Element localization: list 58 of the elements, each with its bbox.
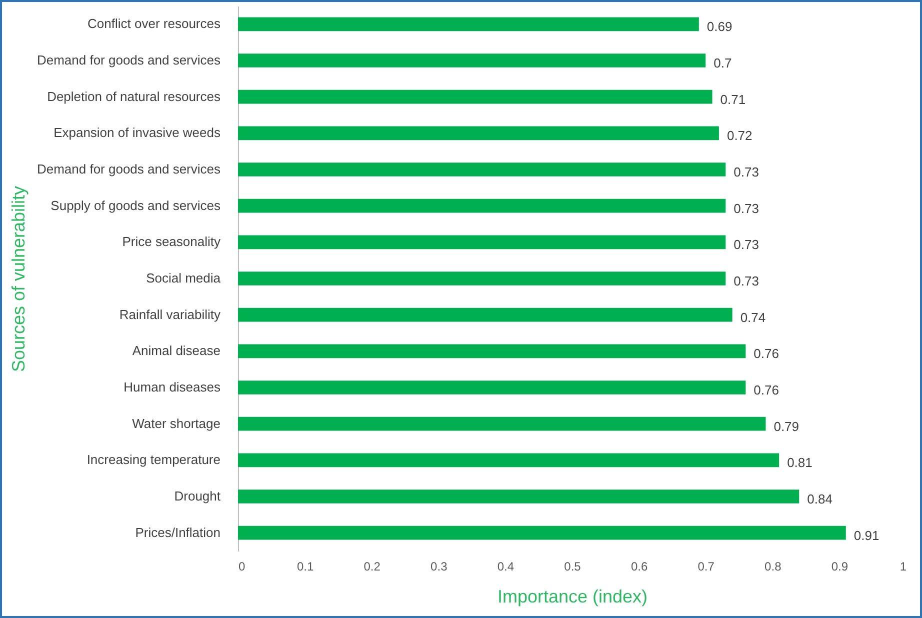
x-tick-label: 0.9 (831, 560, 848, 574)
data-label: 0.74 (740, 310, 766, 325)
data-label: 0.81 (787, 455, 812, 470)
y-tick-label: Rainfall variability (119, 306, 221, 322)
bar (238, 17, 699, 32)
data-label: 0.76 (754, 346, 779, 362)
bar (238, 54, 706, 68)
bar (238, 90, 712, 104)
x-tick-label: 0.4 (497, 560, 514, 574)
bar (238, 272, 726, 286)
x-tick-label: 0.2 (364, 560, 381, 574)
y-tick-label: Human diseases (124, 380, 221, 394)
data-label: 0.84 (807, 492, 832, 506)
y-tick-label: Water shortage (132, 416, 220, 431)
data-label: 0.73 (734, 274, 759, 288)
bar (238, 162, 726, 176)
data-label: 0.73 (734, 200, 759, 216)
x-tick-label: 0.5 (564, 560, 582, 574)
y-tick-label: Conflict over resources (88, 16, 221, 32)
y-tick-label: Prices/Inflation (135, 524, 220, 540)
data-label: 0.91 (854, 528, 880, 543)
y-axis-title: Sources of vulnerability (8, 186, 28, 372)
x-axis-title: Importance (index) (497, 586, 648, 606)
data-label: 0.76 (754, 382, 779, 398)
bar (238, 416, 766, 431)
x-tick-label: 0.3 (430, 560, 448, 574)
y-tick-label: Demand for goods and services (36, 52, 221, 68)
x-tick-label: 0.7 (698, 560, 715, 574)
x-tick-label: 0.6 (630, 560, 648, 574)
x-tick-label: 0 (238, 560, 246, 574)
data-label: 0.7 (714, 56, 732, 70)
data-label: 0.79 (774, 418, 800, 434)
y-tick-label: Supply of goods and services (50, 198, 221, 213)
bar (238, 235, 726, 250)
y-tick-label: Depletion of natural resources (47, 88, 221, 104)
y-tick-label: Drought (174, 488, 221, 504)
data-label: 0.72 (726, 128, 752, 144)
data-label: 0.73 (734, 164, 759, 180)
y-tick-label: Price seasonality (122, 234, 221, 250)
data-label: 0.73 (734, 237, 759, 252)
bar (238, 308, 732, 322)
y-tick-label: Increasing temperature (86, 452, 220, 468)
y-tick-label: Expansion of invasive weeds (54, 125, 221, 140)
y-tick-label: Demand for goods and services (36, 162, 221, 176)
bar (238, 198, 726, 213)
x-tick-label: 1 (900, 560, 907, 574)
data-label: 0.71 (720, 92, 746, 107)
x-tick-label: 0.8 (764, 560, 782, 574)
data-label: 0.69 (706, 19, 732, 34)
y-tick-label: Animal disease (132, 343, 220, 358)
bar (238, 344, 746, 358)
y-tick-label: Social media (146, 270, 222, 286)
bar (238, 453, 780, 468)
bar (238, 490, 800, 504)
bar (238, 126, 719, 140)
bar (238, 526, 846, 540)
bar (238, 380, 746, 394)
x-tick-label: 0.1 (296, 560, 314, 574)
